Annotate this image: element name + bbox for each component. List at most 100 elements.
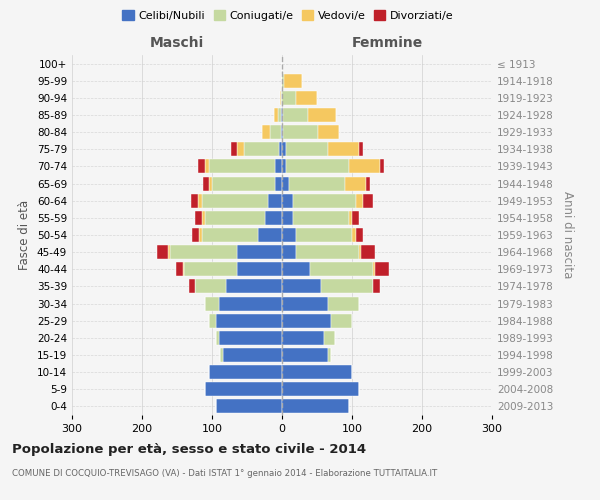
Bar: [236, 262, 282, 276]
Bar: [328, 142, 359, 156]
Bar: [202, 194, 268, 207]
Text: Maschi: Maschi: [150, 36, 204, 50]
Bar: [282, 296, 328, 310]
Bar: [205, 382, 282, 396]
Bar: [281, 125, 282, 139]
Bar: [359, 142, 362, 156]
Bar: [168, 245, 170, 259]
Bar: [320, 280, 373, 293]
Bar: [278, 142, 282, 156]
Bar: [293, 211, 349, 225]
Bar: [236, 245, 282, 259]
Bar: [226, 280, 282, 293]
Bar: [194, 280, 226, 293]
Bar: [282, 348, 328, 362]
Y-axis label: Fasce di età: Fasce di età: [19, 200, 31, 270]
Bar: [283, 125, 319, 139]
Bar: [359, 245, 361, 259]
Bar: [380, 160, 383, 173]
Text: Popolazione per età, sesso e stato civile - 2014: Popolazione per età, sesso e stato civil…: [12, 442, 366, 456]
Bar: [286, 160, 349, 173]
Bar: [282, 142, 286, 156]
Bar: [284, 74, 302, 88]
Bar: [328, 348, 331, 362]
Bar: [275, 176, 282, 190]
Bar: [282, 228, 296, 242]
Bar: [296, 91, 317, 105]
Bar: [282, 194, 293, 207]
Bar: [282, 331, 324, 345]
Bar: [262, 125, 270, 139]
Bar: [324, 331, 335, 345]
Bar: [361, 245, 375, 259]
Bar: [355, 228, 362, 242]
Text: Femmine: Femmine: [352, 36, 422, 50]
Bar: [375, 262, 389, 276]
Bar: [198, 160, 205, 173]
Bar: [282, 262, 310, 276]
Bar: [212, 176, 275, 190]
Bar: [349, 211, 352, 225]
Bar: [282, 125, 283, 139]
Bar: [219, 296, 282, 310]
Bar: [282, 108, 283, 122]
Bar: [220, 348, 223, 362]
Bar: [215, 400, 282, 413]
Bar: [362, 194, 373, 207]
Bar: [176, 262, 182, 276]
Bar: [209, 176, 212, 190]
Bar: [282, 91, 296, 105]
Bar: [283, 108, 308, 122]
Bar: [198, 194, 202, 207]
Bar: [244, 142, 278, 156]
Bar: [281, 91, 282, 105]
Bar: [184, 262, 236, 276]
Bar: [280, 91, 281, 105]
Bar: [373, 280, 380, 293]
Bar: [209, 314, 215, 328]
Bar: [219, 331, 282, 345]
Bar: [274, 108, 278, 122]
Bar: [319, 125, 340, 139]
Bar: [205, 296, 219, 310]
Text: COMUNE DI COCQUIO-TREVISAGO (VA) - Dati ISTAT 1° gennaio 2014 - Elaborazione TUT: COMUNE DI COCQUIO-TREVISAGO (VA) - Dati …: [12, 469, 437, 478]
Bar: [231, 142, 236, 156]
Bar: [282, 211, 293, 225]
Bar: [281, 108, 282, 122]
Bar: [355, 194, 362, 207]
Bar: [293, 194, 355, 207]
Bar: [310, 262, 373, 276]
Bar: [205, 211, 265, 225]
Bar: [209, 160, 275, 173]
Bar: [257, 228, 282, 242]
Bar: [199, 228, 202, 242]
Bar: [265, 211, 282, 225]
Bar: [282, 74, 284, 88]
Bar: [352, 228, 355, 242]
Bar: [270, 125, 281, 139]
Bar: [282, 400, 349, 413]
Bar: [282, 245, 296, 259]
Bar: [223, 348, 282, 362]
Bar: [282, 365, 352, 379]
Bar: [366, 176, 370, 190]
Bar: [193, 228, 199, 242]
Bar: [352, 211, 359, 225]
Bar: [275, 160, 282, 173]
Bar: [286, 142, 328, 156]
Bar: [268, 194, 282, 207]
Bar: [296, 228, 352, 242]
Bar: [191, 194, 198, 207]
Bar: [205, 160, 209, 173]
Bar: [194, 211, 202, 225]
Y-axis label: Anni di nascita: Anni di nascita: [560, 192, 574, 278]
Bar: [202, 211, 205, 225]
Bar: [182, 262, 184, 276]
Bar: [203, 176, 209, 190]
Bar: [170, 245, 236, 259]
Bar: [209, 365, 282, 379]
Bar: [282, 176, 289, 190]
Bar: [349, 160, 380, 173]
Bar: [282, 280, 320, 293]
Bar: [282, 314, 331, 328]
